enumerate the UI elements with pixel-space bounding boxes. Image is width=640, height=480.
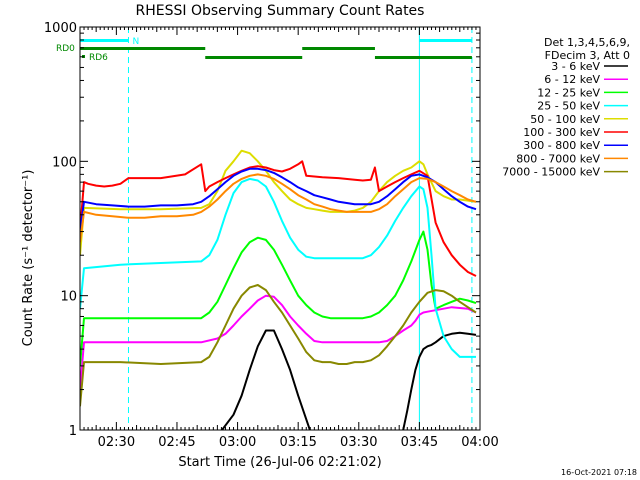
flag-bar-n-2 — [419, 39, 472, 42]
series-line-2 — [80, 230, 477, 366]
legend-label-7: 800 - 7000 keV — [516, 152, 600, 165]
series-line-7 — [80, 173, 477, 243]
flag-label-n: N — [133, 37, 140, 47]
x-tick-label-3: 03:15 — [279, 435, 316, 450]
series-group — [80, 149, 477, 430]
series-line-1 — [80, 294, 477, 390]
x-axis-label: Start Time (26-Jul-06 02:21:02) — [178, 455, 381, 470]
legend-label-5: 100 - 300 keV — [523, 126, 600, 139]
y-axis-label: Count Rate (s⁻¹ detector⁻¹) — [21, 170, 36, 347]
axes: 1 10 100 1000 02:30 02:45 03:00 03:15 03:30 03:45… — [44, 21, 499, 450]
flag-bar-rd0-1 — [80, 47, 206, 50]
legend-header-0: Det 1,3,4,5,6,9, — [544, 36, 630, 49]
legend-header-1: FDecim 3, Att 0 — [545, 49, 630, 62]
x-tick-label-5: 03:45 — [401, 435, 438, 450]
y-tick-label-2: 100 — [52, 155, 77, 170]
x-tick-label-6: 04:00 — [461, 435, 498, 450]
x-tick-label-1: 02:45 — [158, 435, 195, 450]
flag-bar-rd0-3 — [205, 56, 303, 59]
flag-bar-rd0-4 — [374, 56, 472, 59]
flag-label-rd0: RD0 — [56, 44, 75, 54]
series-line-5 — [80, 160, 477, 277]
series-line-8 — [80, 284, 477, 407]
plot-frame — [79, 26, 481, 431]
legend-label-8: 7000 - 15000 keV — [502, 166, 600, 179]
series-line-0 — [220, 329, 477, 430]
x-tick-label-2: 03:00 — [219, 435, 256, 450]
y-tick-label-1: 10 — [60, 290, 77, 305]
series-line-3 — [80, 177, 476, 358]
legend: Det 1,3,4,5,6,9,FDecim 3, Att 03 - 6 keV… — [502, 36, 630, 179]
flag-label-rd6: RD6 — [89, 53, 108, 63]
legend-label-6: 300 - 800 keV — [523, 139, 600, 152]
x-tick-label-4: 03:30 — [340, 435, 377, 450]
flag-bar-rd0-2 — [302, 47, 375, 50]
legend-label-3: 25 - 50 keV — [537, 100, 600, 113]
flag-bar-n-1 — [80, 39, 129, 42]
legend-label-2: 12 - 25 keV — [537, 86, 600, 99]
legend-label-0: 3 - 6 keV — [551, 60, 600, 73]
x-tick-label-0: 02:30 — [98, 435, 135, 450]
footer-timestamp: 16-Oct-2021 07:18 — [561, 468, 637, 477]
series-line-6 — [80, 167, 477, 232]
y-tick-label-3: 1000 — [44, 21, 77, 36]
chart-title: RHESSI Observing Summary Count Rates — [136, 3, 425, 19]
legend-label-1: 6 - 12 keV — [544, 73, 600, 86]
y-tick-label-0: 1 — [69, 424, 77, 439]
legend-label-4: 50 - 100 keV — [530, 113, 600, 126]
plot-area: N RD0 RD6 — [56, 27, 477, 430]
